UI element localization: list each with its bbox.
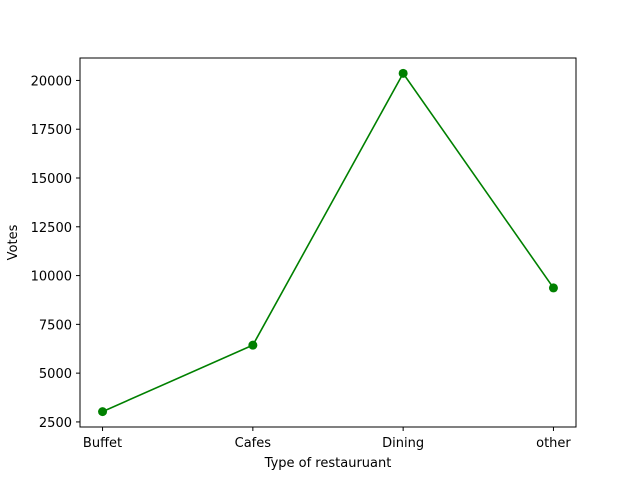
x-tick-label: Dining — [382, 436, 424, 451]
data-point — [398, 68, 408, 78]
x-tick-label: other — [536, 436, 571, 451]
data-point — [548, 283, 558, 293]
y-tick-label: 5000 — [39, 367, 72, 382]
x-axis-ticks: Buffet Cafes Dining other — [83, 427, 571, 451]
y-axis-label: Votes — [6, 224, 21, 260]
y-tick-label: 17500 — [31, 123, 72, 138]
series-line — [102, 71, 555, 413]
y-tick-label: 10000 — [31, 270, 72, 285]
x-axis-label: Type of restauruant — [264, 456, 392, 471]
data-point — [248, 340, 258, 350]
y-tick-label: 20000 — [31, 74, 72, 89]
y-axis-ticks: 2500 5000 7500 10000 12500 15000 17500 20000 — [31, 74, 80, 431]
y-tick-label: 2500 — [39, 416, 72, 431]
plot-area — [80, 58, 576, 427]
x-tick-label: Buffet — [83, 436, 122, 451]
x-tick-label: Cafes — [235, 436, 272, 451]
data-point — [98, 407, 108, 417]
y-tick-label: 7500 — [39, 318, 72, 333]
plot-frame — [79, 57, 577, 428]
series-layer — [98, 68, 558, 417]
y-tick-label: 12500 — [31, 221, 72, 236]
y-tick-label: 15000 — [31, 172, 72, 187]
